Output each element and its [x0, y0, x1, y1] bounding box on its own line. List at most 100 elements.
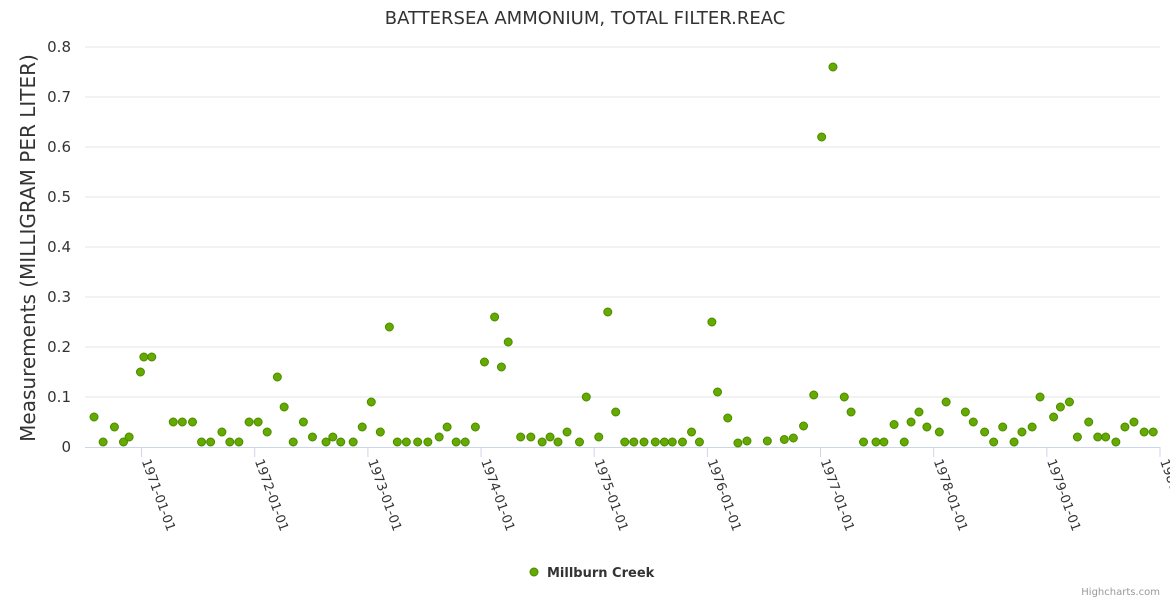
data-point[interactable]	[553, 437, 563, 447]
data-point[interactable]	[451, 437, 461, 447]
data-point[interactable]	[1027, 422, 1037, 432]
data-point[interactable]	[139, 352, 149, 362]
data-point[interactable]	[677, 437, 687, 447]
data-point[interactable]	[1035, 392, 1045, 402]
data-point[interactable]	[828, 62, 838, 72]
data-point[interactable]	[742, 436, 752, 446]
data-point[interactable]	[1101, 432, 1111, 442]
data-point[interactable]	[922, 422, 932, 432]
data-point[interactable]	[667, 437, 677, 447]
data-point[interactable]	[1093, 432, 1103, 442]
data-point[interactable]	[177, 417, 187, 427]
data-point[interactable]	[980, 427, 990, 437]
data-point[interactable]	[687, 427, 697, 437]
data-point[interactable]	[442, 422, 452, 432]
data-point[interactable]	[968, 417, 978, 427]
data-point[interactable]	[1084, 417, 1094, 427]
data-point[interactable]	[846, 407, 856, 417]
data-point[interactable]	[348, 437, 358, 447]
data-point[interactable]	[859, 437, 869, 447]
data-point[interactable]	[809, 390, 819, 400]
data-point[interactable]	[1120, 422, 1130, 432]
data-point[interactable]	[98, 437, 108, 447]
data-point[interactable]	[889, 420, 899, 429]
data-point[interactable]	[871, 437, 881, 447]
data-point[interactable]	[537, 437, 547, 447]
data-point[interactable]	[1017, 427, 1027, 437]
data-point[interactable]	[413, 437, 423, 447]
data-point[interactable]	[1139, 427, 1149, 437]
data-point[interactable]	[723, 413, 733, 423]
data-point[interactable]	[779, 435, 789, 444]
data-point[interactable]	[392, 437, 402, 447]
data-point[interactable]	[516, 432, 526, 442]
data-point[interactable]	[434, 432, 444, 442]
data-point[interactable]	[581, 392, 591, 402]
data-point[interactable]	[272, 372, 282, 382]
data-point[interactable]	[357, 422, 367, 432]
data-point[interactable]	[496, 362, 506, 372]
data-point[interactable]	[611, 407, 621, 417]
data-point[interactable]	[650, 437, 660, 447]
data-point[interactable]	[298, 417, 308, 427]
data-point[interactable]	[217, 427, 227, 437]
data-point[interactable]	[401, 437, 411, 447]
data-point[interactable]	[713, 387, 723, 397]
credits-link[interactable]: Highcharts.com	[1081, 587, 1160, 598]
data-point[interactable]	[1111, 437, 1121, 447]
data-point[interactable]	[135, 367, 145, 377]
data-point[interactable]	[1148, 427, 1158, 437]
data-point[interactable]	[707, 317, 717, 327]
data-point[interactable]	[197, 437, 207, 447]
data-point[interactable]	[375, 427, 385, 437]
data-point[interactable]	[1072, 432, 1082, 442]
data-point[interactable]	[989, 437, 999, 447]
data-point[interactable]	[899, 437, 909, 447]
data-point[interactable]	[934, 427, 944, 437]
data-point[interactable]	[839, 392, 849, 402]
data-point[interactable]	[279, 402, 289, 412]
data-point[interactable]	[817, 132, 827, 142]
data-point[interactable]	[490, 312, 500, 322]
legend[interactable]: Millburn Creek	[529, 566, 655, 581]
data-point[interactable]	[206, 437, 216, 447]
data-point[interactable]	[262, 427, 272, 437]
data-point[interactable]	[470, 422, 480, 432]
data-point[interactable]	[562, 427, 572, 437]
data-point[interactable]	[1064, 397, 1074, 407]
data-point[interactable]	[147, 352, 157, 362]
data-point[interactable]	[124, 432, 134, 442]
data-point[interactable]	[168, 417, 178, 427]
data-point[interactable]	[694, 437, 704, 447]
data-point[interactable]	[253, 417, 263, 427]
data-point[interactable]	[603, 307, 613, 317]
data-point[interactable]	[109, 422, 119, 432]
data-point[interactable]	[89, 412, 99, 422]
data-point[interactable]	[545, 432, 555, 442]
data-point[interactable]	[620, 437, 630, 447]
data-point[interactable]	[1009, 437, 1019, 447]
data-point[interactable]	[244, 417, 254, 427]
data-point[interactable]	[629, 437, 639, 447]
data-point[interactable]	[575, 437, 584, 447]
data-point[interactable]	[366, 397, 376, 407]
data-point[interactable]	[188, 417, 197, 427]
data-point[interactable]	[328, 432, 338, 442]
data-point[interactable]	[1129, 417, 1139, 427]
data-point[interactable]	[336, 437, 346, 447]
data-point[interactable]	[423, 437, 433, 447]
data-point[interactable]	[460, 437, 470, 447]
data-point[interactable]	[799, 421, 809, 431]
data-point[interactable]	[234, 437, 244, 447]
data-point[interactable]	[914, 407, 924, 417]
data-point[interactable]	[879, 437, 889, 447]
data-point[interactable]	[526, 432, 536, 442]
data-point[interactable]	[503, 337, 513, 347]
data-point[interactable]	[998, 422, 1008, 432]
data-point[interactable]	[384, 322, 394, 332]
data-point[interactable]	[941, 397, 951, 407]
data-point[interactable]	[479, 357, 489, 367]
data-point[interactable]	[906, 417, 916, 427]
data-point[interactable]	[1055, 402, 1065, 412]
data-point[interactable]	[118, 437, 128, 447]
